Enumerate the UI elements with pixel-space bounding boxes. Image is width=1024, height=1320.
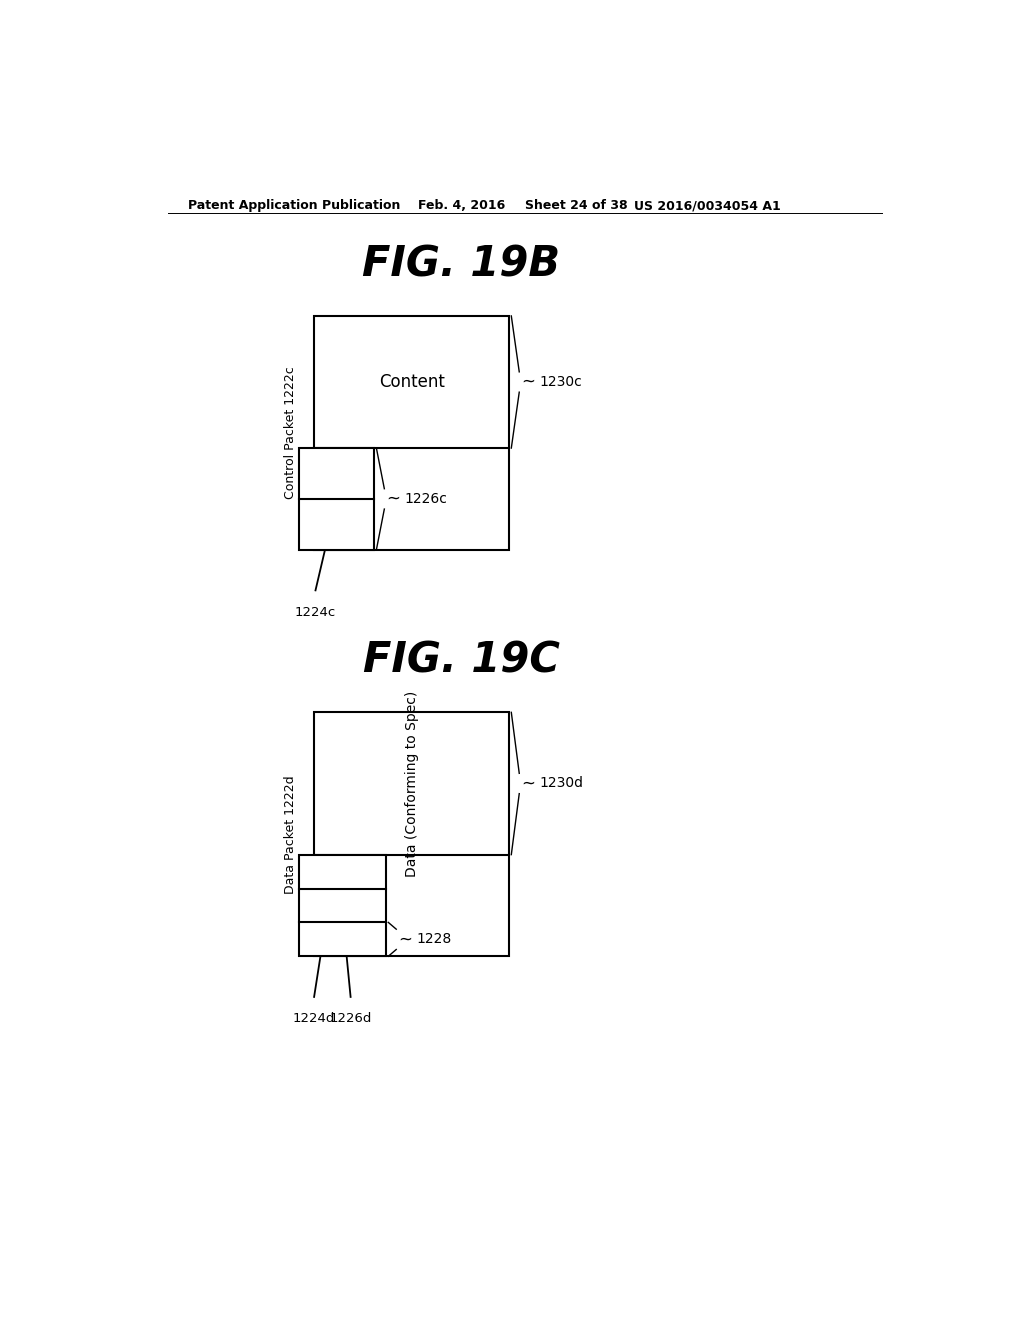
Text: ~: ~ [521,374,535,391]
Text: Spec ID: Spec ID [318,933,367,946]
Text: FIG. 19C: FIG. 19C [362,640,560,682]
Text: Feb. 4, 2016: Feb. 4, 2016 [418,199,505,213]
Text: Data (Conforming to Spec): Data (Conforming to Spec) [404,690,419,876]
Text: Header: Header [319,899,366,912]
Bar [314,713,509,956]
Text: Data Packet 1222d: Data Packet 1222d [285,775,297,894]
Text: 1230c: 1230c [539,375,582,389]
Text: Patent Application Publication: Patent Application Publication [187,199,400,213]
Text: ~: ~ [386,490,399,508]
Text: 1224d: 1224d [293,1012,335,1026]
Bar [314,315,509,549]
Text: ~: ~ [521,775,535,792]
Text: US 2016/0034054 A1: US 2016/0034054 A1 [634,199,781,213]
Text: 1224c: 1224c [295,606,336,619]
Text: FIG. 19B: FIG. 19B [362,243,560,285]
Text: Control: Control [311,466,361,480]
Text: Content: Content [379,374,444,391]
Text: 1230d: 1230d [539,776,583,791]
Text: ~: ~ [397,931,412,948]
Text: Control Packet 1222c: Control Packet 1222c [285,367,297,499]
Text: Sheet 24 of 38: Sheet 24 of 38 [524,199,628,213]
Bar [299,854,386,956]
Text: 1228: 1228 [416,932,452,946]
Text: 1226d: 1226d [330,1012,372,1026]
Bar [299,447,374,549]
Text: Header: Header [311,517,361,532]
Text: Custom Data: Custom Data [301,865,383,878]
Text: 1226c: 1226c [404,492,447,506]
